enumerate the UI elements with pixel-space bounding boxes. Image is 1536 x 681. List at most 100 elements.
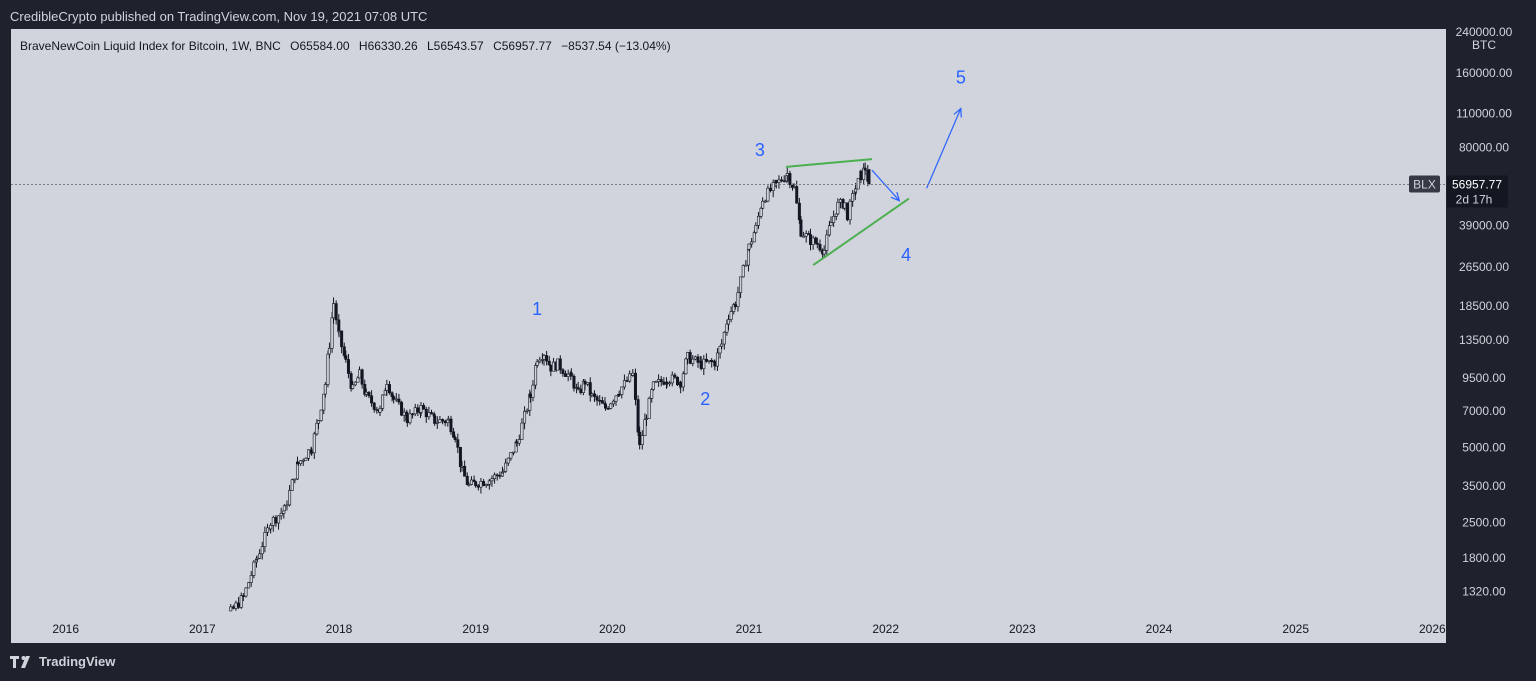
candle-body: [443, 420, 447, 424]
candle-body: [859, 170, 863, 180]
publisher-line: CredibleCrypto published on TradingView.…: [10, 9, 428, 24]
candle-body: [576, 387, 580, 390]
candle-body: [413, 407, 417, 415]
candle-body: [456, 439, 460, 448]
candle-body: [301, 460, 305, 462]
time-tick-label: 2022: [872, 622, 899, 636]
candle-body: [750, 241, 754, 245]
candle-body: [231, 606, 235, 609]
candle-body: [247, 582, 251, 589]
candle-body: [843, 202, 847, 209]
candle-body: [551, 361, 555, 372]
candle-body: [729, 311, 733, 320]
candle-body: [472, 479, 476, 482]
candle-body: [319, 409, 323, 421]
candle-body: [326, 353, 330, 385]
candle-body: [665, 382, 669, 384]
symbol-tag: [1409, 175, 1440, 193]
candle-body: [741, 265, 745, 278]
candle-body: [766, 187, 770, 202]
candle-body: [628, 373, 632, 382]
candle-body: [603, 404, 607, 409]
candle-body: [460, 465, 464, 468]
candle-body: [586, 382, 590, 385]
candle-body: [493, 474, 497, 480]
candle-body: [851, 193, 855, 202]
price-tick-label: 80000.00: [1459, 141, 1509, 155]
candle-body: [679, 382, 683, 388]
open-label: O: [290, 39, 300, 53]
candle-body: [579, 388, 583, 393]
candle-body: [774, 180, 778, 183]
candle-body: [696, 356, 700, 363]
candle-body: [739, 276, 743, 293]
candle-body: [452, 431, 456, 438]
candle-body: [372, 402, 376, 410]
candle-body: [453, 436, 457, 440]
candle-body: [351, 384, 355, 389]
tradingview-logo-icon: [10, 655, 30, 668]
candle-body: [854, 188, 858, 193]
candle-body: [416, 407, 420, 413]
candle-body: [825, 234, 829, 251]
time-tick-label: 2018: [326, 622, 353, 636]
candle-body: [446, 418, 450, 421]
candle-body: [506, 457, 510, 464]
candle-body: [370, 395, 374, 404]
candle-body: [322, 393, 326, 411]
candle-body: [239, 595, 243, 608]
time-tick-label: 2026: [1419, 622, 1446, 636]
candle-body: [255, 558, 259, 560]
candle-body: [777, 179, 781, 183]
candle-body: [720, 343, 724, 347]
candle-body: [707, 359, 711, 362]
candle-body: [282, 505, 286, 512]
candle-body: [535, 361, 539, 366]
candle-body: [274, 517, 278, 524]
candle-body: [307, 449, 311, 459]
candle-body: [818, 243, 822, 251]
candle-body: [390, 392, 394, 397]
candle-body: [383, 390, 387, 396]
candle-body: [747, 243, 751, 250]
candle-body: [449, 418, 453, 433]
candle-body: [834, 213, 838, 217]
trendline-6: [812, 197, 910, 266]
candle-body: [780, 179, 784, 182]
price-tick-label: 1320.00: [1462, 584, 1506, 598]
candle-body: [458, 446, 462, 468]
candle-body: [528, 393, 532, 398]
chart-plot-area[interactable]: [11, 29, 1446, 643]
tradingview-brand[interactable]: TradingView: [10, 654, 115, 669]
candle-body: [234, 602, 238, 609]
candle-body: [631, 372, 635, 376]
candle-body: [342, 346, 346, 356]
candle-body: [763, 200, 767, 203]
candle-body: [643, 419, 647, 437]
candle-body: [644, 418, 648, 420]
candle-body: [590, 393, 594, 396]
candle-body: [814, 237, 818, 244]
candle-body: [736, 292, 740, 307]
candle-body: [588, 382, 592, 396]
candle-body: [827, 225, 831, 236]
candle-body: [515, 441, 519, 444]
candle-body: [290, 479, 294, 491]
candle-body: [397, 398, 401, 403]
price-tick-label: 1800.00: [1462, 551, 1506, 565]
candle-body: [479, 481, 483, 488]
price-tick-label: 7000.00: [1462, 404, 1506, 418]
time-tick-label: 2023: [1009, 622, 1036, 636]
candle-body: [469, 479, 473, 485]
candle-body: [487, 480, 491, 485]
candle-body: [549, 364, 553, 372]
candle-body: [310, 452, 314, 454]
candle-body: [490, 478, 494, 482]
high-label: H: [358, 39, 368, 53]
candle-body: [564, 373, 568, 377]
time-tick-label: 2019: [462, 622, 489, 636]
arrow-head-8: [953, 107, 962, 118]
candle-body: [650, 389, 654, 399]
